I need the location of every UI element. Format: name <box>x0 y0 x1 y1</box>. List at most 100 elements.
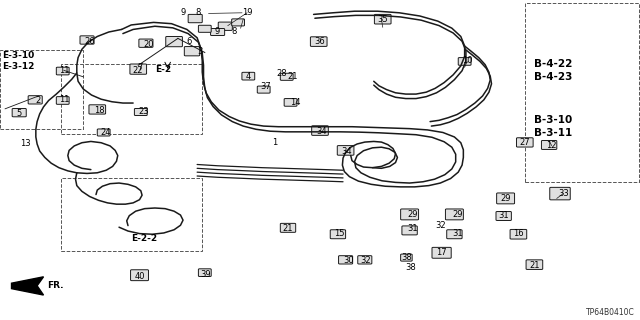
Text: 7: 7 <box>137 63 142 72</box>
FancyBboxPatch shape <box>184 46 200 56</box>
Text: 2: 2 <box>36 96 41 105</box>
FancyBboxPatch shape <box>358 256 372 264</box>
FancyBboxPatch shape <box>312 126 328 135</box>
Text: B-4-22
B-4-23: B-4-22 B-4-23 <box>534 59 573 82</box>
Text: 8: 8 <box>231 28 236 36</box>
Text: B-3-10
B-3-11: B-3-10 B-3-11 <box>534 115 573 138</box>
FancyBboxPatch shape <box>97 129 110 136</box>
FancyBboxPatch shape <box>130 64 147 74</box>
FancyBboxPatch shape <box>242 72 255 80</box>
Text: 33: 33 <box>558 189 568 198</box>
Text: 14: 14 <box>291 98 301 107</box>
Text: E-2: E-2 <box>156 65 172 74</box>
Text: 4: 4 <box>246 72 251 81</box>
Text: 36: 36 <box>315 37 325 46</box>
Text: FR.: FR. <box>47 281 64 290</box>
FancyBboxPatch shape <box>541 140 557 149</box>
Text: 38: 38 <box>406 263 416 272</box>
Text: 32: 32 <box>361 256 371 265</box>
FancyBboxPatch shape <box>166 36 182 47</box>
Text: 21: 21 <box>283 224 293 233</box>
Text: 31: 31 <box>408 224 418 233</box>
FancyBboxPatch shape <box>134 108 147 116</box>
FancyBboxPatch shape <box>56 67 69 75</box>
FancyBboxPatch shape <box>80 36 94 44</box>
FancyBboxPatch shape <box>28 96 42 104</box>
FancyBboxPatch shape <box>374 14 391 24</box>
FancyBboxPatch shape <box>257 86 270 93</box>
FancyBboxPatch shape <box>339 256 353 264</box>
Text: 29: 29 <box>452 210 463 219</box>
FancyBboxPatch shape <box>401 209 419 220</box>
Text: 34: 34 <box>342 147 352 156</box>
Text: 39: 39 <box>201 270 211 279</box>
Text: 31: 31 <box>452 229 463 238</box>
FancyBboxPatch shape <box>198 269 211 276</box>
Text: E-2-2: E-2-2 <box>131 234 157 243</box>
FancyBboxPatch shape <box>218 22 232 30</box>
Text: 26: 26 <box>84 37 95 46</box>
Bar <box>525 3 639 182</box>
Text: 20: 20 <box>143 40 154 49</box>
FancyBboxPatch shape <box>526 260 543 269</box>
Text: 19: 19 <box>243 8 253 17</box>
Text: 21: 21 <box>288 72 298 81</box>
Bar <box>61 178 202 251</box>
FancyBboxPatch shape <box>232 19 244 26</box>
Text: 16: 16 <box>513 229 524 238</box>
Text: 37: 37 <box>260 82 271 91</box>
FancyBboxPatch shape <box>211 28 225 36</box>
Text: 22: 22 <box>132 66 143 75</box>
FancyBboxPatch shape <box>131 270 148 281</box>
Text: 34: 34 <box>316 127 326 136</box>
Text: 9: 9 <box>180 8 186 17</box>
Text: 30: 30 <box>344 256 354 265</box>
Text: 3: 3 <box>197 47 202 56</box>
Text: 23: 23 <box>139 108 149 116</box>
FancyBboxPatch shape <box>280 223 296 232</box>
FancyBboxPatch shape <box>188 14 202 23</box>
Text: 12: 12 <box>547 141 557 150</box>
FancyBboxPatch shape <box>447 230 462 239</box>
Text: TP64B0410C: TP64B0410C <box>586 308 635 317</box>
Polygon shape <box>12 277 44 295</box>
FancyBboxPatch shape <box>550 188 570 200</box>
Text: 31: 31 <box>499 212 509 220</box>
FancyBboxPatch shape <box>284 99 297 106</box>
Text: E-3-10
E-3-12: E-3-10 E-3-12 <box>3 51 35 71</box>
Text: 40: 40 <box>134 272 145 281</box>
FancyBboxPatch shape <box>12 108 26 117</box>
Text: 32: 32 <box>435 221 445 230</box>
FancyBboxPatch shape <box>432 247 451 258</box>
FancyBboxPatch shape <box>56 97 69 104</box>
Text: 6: 6 <box>186 37 191 46</box>
Text: 28: 28 <box>276 69 287 78</box>
Text: 13: 13 <box>20 140 31 148</box>
Text: 8: 8 <box>196 8 201 17</box>
Text: 17: 17 <box>436 248 447 257</box>
Bar <box>0 50 83 129</box>
FancyBboxPatch shape <box>401 254 412 261</box>
FancyBboxPatch shape <box>310 37 327 46</box>
Text: 38: 38 <box>401 253 412 262</box>
Text: 15: 15 <box>334 229 344 238</box>
FancyBboxPatch shape <box>139 39 153 47</box>
Text: 27: 27 <box>520 138 530 147</box>
Text: 24: 24 <box>100 128 111 137</box>
Text: 10: 10 <box>462 56 472 65</box>
Text: 9: 9 <box>215 28 220 36</box>
Text: 21: 21 <box>529 261 540 270</box>
FancyBboxPatch shape <box>198 25 211 32</box>
Text: 29: 29 <box>500 194 511 203</box>
Text: 18: 18 <box>94 106 104 115</box>
Text: 11: 11 <box>59 66 69 75</box>
FancyBboxPatch shape <box>337 146 354 155</box>
FancyBboxPatch shape <box>330 230 346 239</box>
Bar <box>61 64 202 134</box>
FancyBboxPatch shape <box>402 226 417 235</box>
Text: 11: 11 <box>59 95 69 104</box>
Text: 29: 29 <box>408 210 418 219</box>
FancyBboxPatch shape <box>280 73 293 80</box>
FancyBboxPatch shape <box>496 212 511 220</box>
FancyBboxPatch shape <box>445 209 463 220</box>
